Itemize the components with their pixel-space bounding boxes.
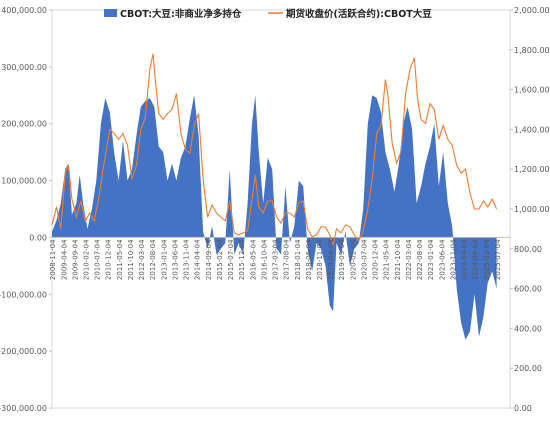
x-axis-tick-label: 2010-02-04 xyxy=(83,239,91,280)
x-axis-tick-label: 2019-04-04 xyxy=(327,239,335,280)
x-axis-tick-label: 2011-05-04 xyxy=(116,239,124,280)
x-axis-tick-label: 2023-11-04 xyxy=(449,239,457,280)
x-axis-tick-label: 2010-12-04 xyxy=(105,239,113,280)
x-axis-tick-label: 2015-07-04 xyxy=(227,239,235,280)
x-axis-tick-label: 2012-03-04 xyxy=(138,239,146,280)
x-axis-tick-label: 2020-02-04 xyxy=(349,239,357,280)
x-axis-tick-label: 2013-01-04 xyxy=(160,239,168,280)
right-axis-tick-label: 1,000.00 xyxy=(514,205,550,214)
x-axis-tick-label: 2018-11-04 xyxy=(316,239,324,280)
left-axis-tick-label: 300,000.00 xyxy=(1,63,47,72)
right-axis-tick-label: 2,000.00 xyxy=(514,6,550,15)
x-axis-tick-label: 2018-01-04 xyxy=(294,239,302,280)
x-axis-tick-label: 2025-07-04 xyxy=(494,239,502,280)
x-axis-tick-label: 2019-09-04 xyxy=(338,239,346,280)
x-axis-tick-label: 2021-05-04 xyxy=(383,239,391,280)
series-line-price xyxy=(51,53,498,247)
right-axis-tick-label: 1,600.00 xyxy=(514,86,550,95)
right-axis-tick-label: 600.00 xyxy=(514,285,542,294)
left-axis-tick-label: -300,000.00 xyxy=(0,404,47,413)
x-axis-tick-label: 2022-08-04 xyxy=(416,239,424,280)
x-axis-tick-label: 2008-11-04 xyxy=(49,239,57,280)
x-axis-tick-label: 2024-09-04 xyxy=(472,239,480,280)
legend-swatch-area xyxy=(104,9,117,17)
left-axis-tick-label: 0.00 xyxy=(29,233,47,242)
x-axis-tick-label: 2016-05-04 xyxy=(249,239,257,280)
legend-label-area: CBOT:大豆:非商业净多持仓 xyxy=(120,8,242,20)
x-axis-tick-label: 2018-06-04 xyxy=(305,239,313,280)
series-area-net-long xyxy=(52,95,497,340)
x-axis-tick-label: 2020-12-04 xyxy=(372,239,380,280)
right-axis-tick-label: 1,800.00 xyxy=(514,46,550,55)
x-axis-tick-label: 2017-03-04 xyxy=(272,239,280,280)
left-axis-tick-label: 200,000.00 xyxy=(1,120,47,129)
x-axis-tick-label: 2023-01-04 xyxy=(427,239,435,280)
x-axis-tick-label: 2022-03-04 xyxy=(405,239,413,280)
right-axis-tick-label: 800.00 xyxy=(514,245,542,254)
x-axis-tick-label: 2014-09-04 xyxy=(205,239,213,280)
x-axis-tick-label: 2025-02-04 xyxy=(483,239,491,280)
x-axis-tick-label: 2011-10-04 xyxy=(127,239,135,280)
left-axis-tick-label: -100,000.00 xyxy=(0,290,47,299)
x-axis-tick-label: 2023-06-04 xyxy=(438,239,446,280)
left-axis-tick-label: 100,000.00 xyxy=(1,177,47,186)
x-axis-tick-label: 2010-07-04 xyxy=(94,239,102,280)
x-axis-tick-label: 2017-08-04 xyxy=(283,239,291,280)
right-axis-tick-label: 200.00 xyxy=(514,364,542,373)
right-axis-tick-label: 1,400.00 xyxy=(514,125,550,134)
x-axis-tick-label: 2014-04-04 xyxy=(194,239,202,280)
x-axis-tick-label: 2012-08-04 xyxy=(149,239,157,280)
right-axis-tick-label: 400.00 xyxy=(514,324,542,333)
left-axis-tick-label: -200,000.00 xyxy=(0,347,47,356)
x-axis-tick-label: 2024-04-04 xyxy=(461,239,469,280)
x-axis-tick-label: 2009-09-04 xyxy=(71,239,79,280)
x-axis-tick-label: 2021-10-04 xyxy=(394,239,402,280)
right-axis-tick-label: 0.00 xyxy=(514,404,532,413)
x-axis-tick-label: 2015-02-04 xyxy=(216,239,224,280)
x-axis-tick-label: 2016-10-04 xyxy=(260,239,268,280)
right-axis-tick-label: 1,200.00 xyxy=(514,165,550,174)
left-axis-tick-label: 400,000.00 xyxy=(1,6,47,15)
x-axis-tick-label: 2015-12-04 xyxy=(238,239,246,280)
x-axis-tick-label: 2013-06-04 xyxy=(171,239,179,280)
x-axis-tick-label: 2013-11-04 xyxy=(183,239,191,280)
legend-label-line: 期货收盘价(活跃合约):CBOT大豆 xyxy=(286,8,432,20)
x-axis-tick-label: 2020-07-04 xyxy=(360,239,368,280)
legend: CBOT:大豆:非商业净多持仓 期货收盘价(活跃合约):CBOT大豆 xyxy=(104,8,432,20)
x-axis-tick-label: 2009-04-04 xyxy=(60,239,68,280)
